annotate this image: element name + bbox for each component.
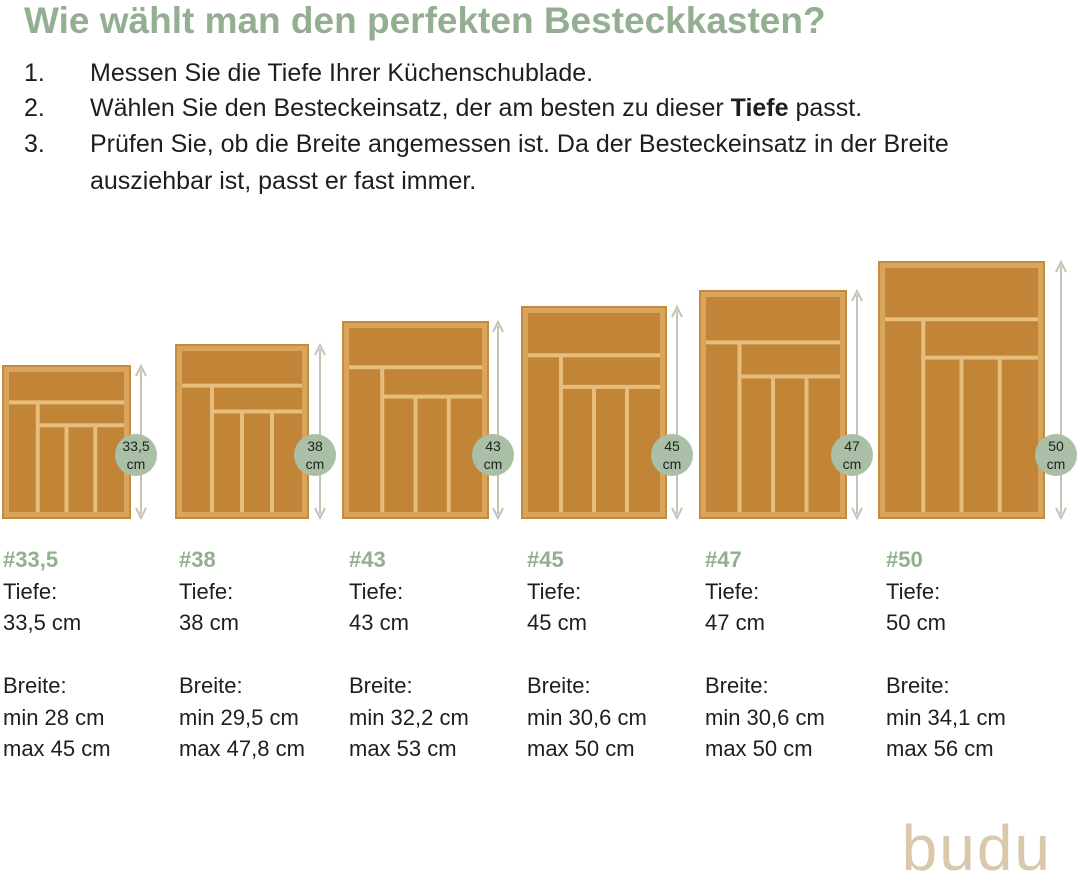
badge-text: cm	[484, 456, 503, 472]
width-label: Breite:	[705, 673, 769, 698]
width-label: Breite:	[886, 673, 950, 698]
title: Wie wählt man den perfekten Besteckkaste…	[24, 0, 826, 41]
width-min: min 29,5 cm	[179, 704, 299, 730]
step-number: 1.	[24, 59, 45, 87]
bold-text: Tiefe	[730, 94, 789, 122]
spacer	[886, 639, 1006, 671]
badge-text: 45	[664, 438, 680, 454]
text: Wählen Sie den Besteckeinsatz, der am be…	[90, 94, 731, 122]
width-min: min 32,2 cm	[349, 704, 469, 730]
drawer: 43 cm	[342, 319, 514, 521]
drawer-illustrations: 33,5 cm 38 cm 43 cm 45 cm 47 cm 50 cm	[2, 259, 1077, 521]
badge-text: cm	[843, 456, 862, 472]
width-label: Breite:	[3, 673, 67, 698]
product-name: #38	[179, 547, 216, 572]
step-number: 3.	[24, 130, 45, 158]
badge-text: 33,5	[122, 438, 149, 454]
product-info: #38 Tiefe: 38 cm Breite: min 29,5 cm max 47,8…	[179, 544, 305, 765]
product-name: #50	[886, 547, 923, 572]
product-info: #33,5 Tiefe: 33,5 cm Breite: min 28 cm max 45…	[3, 544, 111, 765]
arrow-head	[135, 363, 147, 377]
product-name: #43	[349, 547, 386, 572]
width-label: Breite:	[349, 673, 413, 698]
step-text: Wählen Sie den Besteckeinsatz, der am be…	[90, 90, 1050, 127]
drawer: 38 cm	[175, 342, 336, 521]
text: passt.	[788, 94, 863, 122]
spacer	[527, 639, 647, 671]
spacer	[705, 639, 825, 671]
depth-value: 33,5 cm	[3, 610, 82, 635]
product-info: #50 Tiefe: 50 cm Breite: min 34,1 cm max 56 c…	[886, 544, 1006, 765]
logo: budu	[901, 812, 1052, 884]
arrow-head	[851, 507, 863, 521]
width-max: max 56 cm	[886, 736, 994, 761]
badge-text: cm	[127, 456, 146, 472]
product-info: #47 Tiefe: 47 cm Breite: min 30,6 cm max 50 c…	[705, 544, 825, 765]
width-min: min 30,6 cm	[527, 704, 647, 730]
spacer	[179, 639, 305, 671]
width-min: min 34,1 cm	[886, 704, 1006, 730]
depth-badge	[472, 434, 514, 476]
depth-value: 50 cm	[886, 610, 946, 635]
depth-badge	[831, 434, 873, 476]
arrow-head	[1055, 259, 1067, 273]
drawer: 47 cm	[699, 288, 873, 521]
width-max: max 47,8 cm	[179, 736, 305, 761]
width-min: min 30,6 cm	[705, 704, 825, 730]
depth-badge	[651, 434, 693, 476]
badge-text: cm	[306, 456, 325, 472]
depth-label: Tiefe:	[3, 578, 58, 604]
depth-label: Tiefe:	[886, 578, 941, 604]
badge-text: cm	[663, 456, 682, 472]
depth-label: Tiefe:	[705, 578, 760, 604]
step-text: Prüfen Sie, ob die Breite angemessen ist…	[90, 130, 949, 195]
arrow-head	[851, 288, 863, 302]
arrow-head	[1055, 507, 1067, 521]
width-max: max 45 cm	[3, 736, 111, 761]
badge-text: 50	[1048, 438, 1064, 454]
depth-label: Tiefe:	[527, 578, 582, 604]
step-text: Messen Sie die Tiefe Ihrer Küchenschubla…	[90, 59, 594, 87]
width-max: max 50 cm	[705, 736, 813, 761]
spacer	[349, 639, 469, 671]
width-max: max 53 cm	[349, 736, 457, 761]
product-info: #43 Tiefe: 43 cm Breite: min 32,2 cm max 53 c…	[349, 544, 469, 765]
depth-value: 38 cm	[179, 610, 239, 635]
width-min: min 28 cm	[3, 704, 105, 730]
depth-value: 47 cm	[705, 610, 765, 635]
width-label: Breite:	[527, 673, 591, 698]
arrow-head	[314, 342, 326, 356]
product-name: #45	[527, 547, 564, 572]
arrow-head	[492, 507, 504, 521]
badge-text: 47	[844, 438, 860, 454]
drawer: 33,5 cm	[2, 363, 157, 521]
width-label: Breite:	[179, 673, 243, 698]
depth-value: 43 cm	[349, 610, 409, 635]
spacer	[3, 639, 111, 671]
arrow-head	[671, 507, 683, 521]
arrow-head	[135, 507, 147, 521]
depth-value: 45 cm	[527, 610, 587, 635]
depth-label: Tiefe:	[349, 578, 404, 604]
step-number: 2.	[24, 94, 45, 122]
depth-badge	[115, 434, 157, 476]
arrow-head	[314, 507, 326, 521]
badge-text: 43	[485, 438, 501, 454]
badge-text: cm	[1047, 456, 1066, 472]
arrow-head	[492, 319, 504, 333]
depth-label: Tiefe:	[179, 578, 234, 604]
drawer: 50 cm	[878, 259, 1077, 521]
arrow-head	[671, 304, 683, 318]
depth-badge	[1035, 434, 1077, 476]
depth-badge	[294, 434, 336, 476]
badge-text: 38	[307, 438, 323, 454]
width-max: max 50 cm	[527, 736, 635, 761]
product-name: #33,5	[3, 547, 59, 572]
product-name: #47	[705, 547, 742, 572]
product-info: #45 Tiefe: 45 cm Breite: min 30,6 cm max 50 c…	[527, 544, 647, 765]
drawer: 45 cm	[521, 304, 693, 521]
